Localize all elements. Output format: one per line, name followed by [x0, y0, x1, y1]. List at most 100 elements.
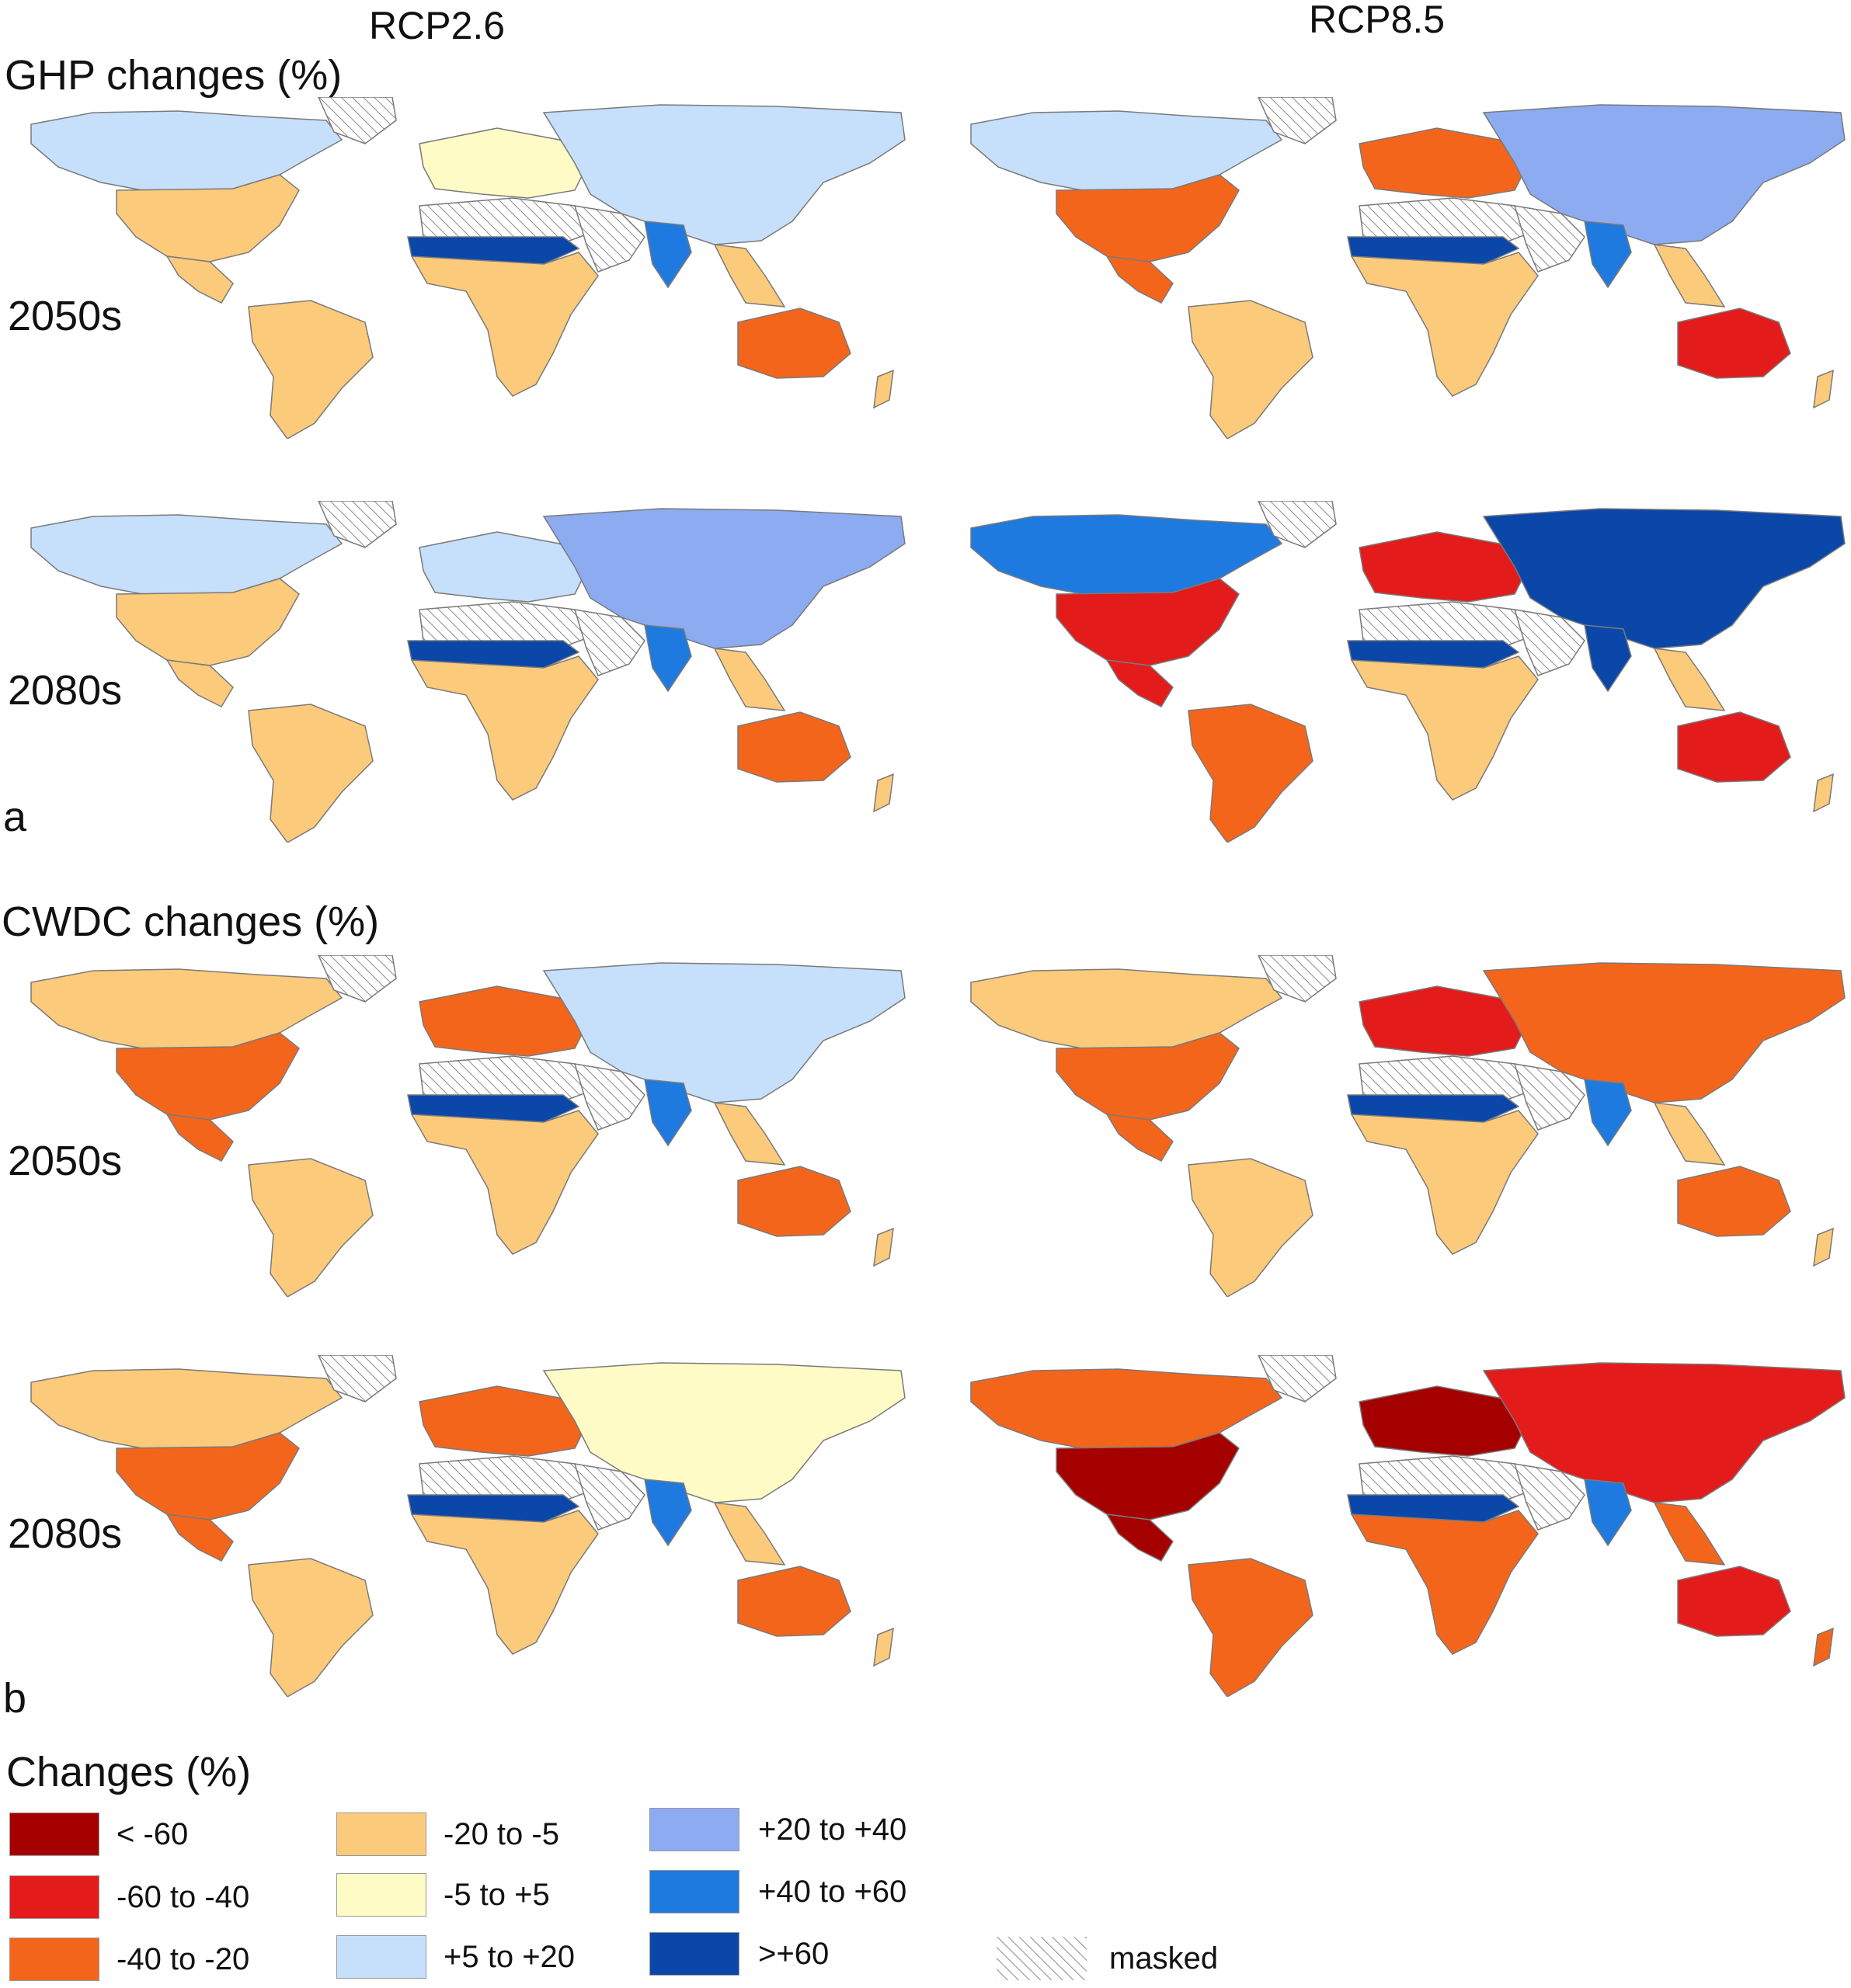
- region-as: [1482, 962, 1846, 1103]
- section-title-ghp: GHP changes (%): [5, 52, 343, 99]
- region-af: [410, 655, 599, 801]
- region-arab: [573, 1463, 645, 1531]
- map-cwdc-2080s-rcp26: [0, 1355, 909, 1697]
- region-af: [1350, 1110, 1539, 1255]
- region-sa: [1188, 1158, 1313, 1297]
- region-seas: [1653, 1502, 1726, 1566]
- map-cwdc-2080s-rcp85: [940, 1355, 1849, 1697]
- legend-swatch-gt-60: [649, 1932, 739, 1976]
- map-cwdc-2050s-rcp85: [940, 955, 1849, 1297]
- region-us: [116, 1032, 300, 1121]
- region-ind: [644, 624, 692, 693]
- region-ind: [1584, 1479, 1632, 1547]
- region-sa: [248, 1158, 374, 1297]
- region-au: [737, 1166, 851, 1237]
- section-title-cwdc: CWDC changes (%): [2, 898, 380, 945]
- region-af: [1350, 655, 1539, 801]
- region-arab: [1513, 1463, 1585, 1531]
- region-eu: [419, 1385, 591, 1457]
- legend-label-20-5: -20 to -5: [444, 1817, 559, 1851]
- legend-swatch-40-60: [649, 1870, 739, 1913]
- region-au: [737, 711, 851, 783]
- region-ca: [1105, 255, 1174, 304]
- legend-label-60-40: -60 to -40: [117, 1880, 250, 1914]
- region-ca: [165, 255, 234, 304]
- region-arab: [1513, 205, 1585, 273]
- region-seas: [713, 1502, 786, 1566]
- region-ca: [165, 1514, 234, 1562]
- region-ind: [644, 1479, 692, 1547]
- region-af: [410, 1110, 599, 1255]
- region-au: [1677, 1166, 1791, 1237]
- row-label-cwdc-2080s: 2080s: [8, 1510, 123, 1557]
- region-sa: [1188, 704, 1313, 843]
- region-gl: [1258, 955, 1337, 1003]
- region-gl: [1258, 501, 1337, 548]
- region-as: [542, 962, 906, 1103]
- region-sa: [1188, 300, 1313, 439]
- region-as: [542, 508, 906, 649]
- map-ghp-2080s-rcp26: [0, 501, 909, 843]
- region-arab: [573, 205, 645, 273]
- region-nz: [1813, 1227, 1834, 1267]
- region-ca: [165, 1114, 234, 1162]
- legend-label-20-40: +20 to +40: [758, 1812, 907, 1847]
- region-nz: [873, 1627, 894, 1667]
- region-nz: [873, 773, 894, 813]
- region-gl: [318, 97, 397, 144]
- region-au: [1677, 308, 1791, 379]
- legend-swatch-5-5: [336, 1873, 426, 1917]
- legend-label-5-20: +5 to +20: [444, 1940, 576, 1974]
- region-gl: [318, 1355, 397, 1402]
- region-gl: [1258, 97, 1337, 144]
- region-au: [1677, 711, 1791, 783]
- region-eu: [419, 531, 591, 603]
- region-as: [1482, 104, 1846, 245]
- region-au: [737, 308, 851, 379]
- region-us: [116, 174, 300, 262]
- region-us: [1056, 1432, 1240, 1521]
- region-eu: [1359, 985, 1531, 1057]
- region-au: [1677, 1566, 1791, 1637]
- region-sa: [1188, 1558, 1313, 1697]
- region-sa: [248, 704, 374, 843]
- region-gl: [318, 955, 397, 1003]
- region-eu: [419, 985, 591, 1057]
- legend-label-40-20: -40 to -20: [117, 1942, 250, 1976]
- region-ind: [644, 221, 692, 289]
- region-au: [737, 1566, 851, 1637]
- region-ca: [165, 659, 234, 707]
- region-seas: [1653, 648, 1726, 711]
- legend-swatch-masked: [997, 1937, 1087, 1980]
- column-title-rcp26: RCP2.6: [369, 4, 506, 47]
- legend-title: Changes (%): [6, 1749, 252, 1795]
- map-ghp-2050s-rcp26: [0, 97, 909, 439]
- region-seas: [1653, 244, 1726, 308]
- legend-label-40-60: +40 to +60: [758, 1875, 907, 1909]
- region-nz: [1813, 369, 1834, 409]
- region-eu: [1359, 1385, 1531, 1457]
- column-title-rcp85: RCP8.5: [1309, 0, 1446, 41]
- region-us: [1056, 1032, 1240, 1121]
- region-sa: [248, 1558, 374, 1697]
- region-us: [116, 578, 300, 666]
- region-us: [1056, 578, 1240, 666]
- region-arab: [573, 1063, 645, 1131]
- legend-label-gt-60: >+60: [758, 1937, 830, 1971]
- region-nz: [873, 1227, 894, 1267]
- region-eu: [1359, 531, 1531, 603]
- map-ghp-2050s-rcp85: [940, 97, 1849, 439]
- map-ghp-2080s-rcp85: [940, 501, 1849, 843]
- region-af: [410, 252, 599, 397]
- region-seas: [713, 1102, 786, 1166]
- legend-label-5-5: -5 to +5: [444, 1878, 550, 1912]
- legend-swatch-lt-60: [9, 1812, 99, 1856]
- region-ind: [1584, 624, 1632, 693]
- region-na: [30, 514, 343, 599]
- region-na: [30, 1368, 343, 1453]
- legend-swatch-5-20: [336, 1935, 426, 1979]
- region-af: [1350, 1510, 1539, 1655]
- region-seas: [713, 648, 786, 711]
- region-gl: [318, 501, 397, 548]
- region-ca: [1105, 1114, 1174, 1162]
